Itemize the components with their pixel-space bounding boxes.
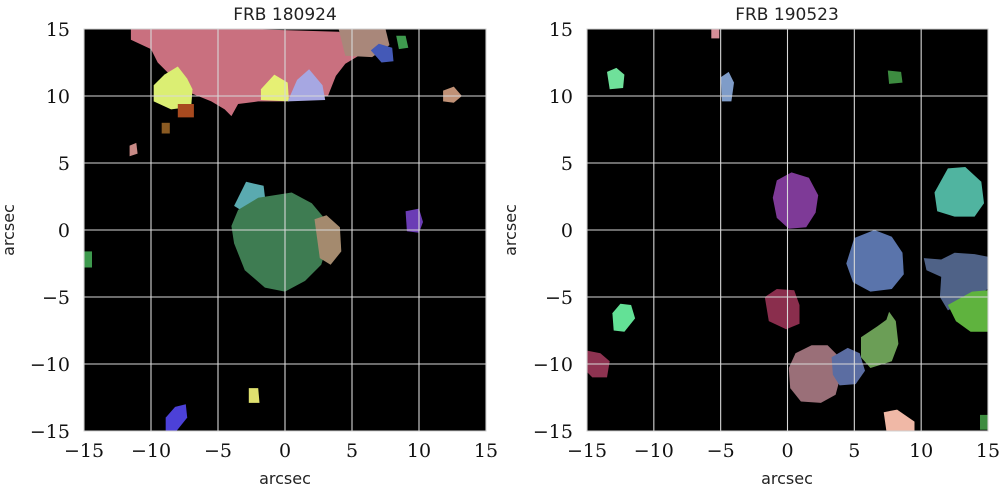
segment-mint-source-top-left (607, 67, 625, 90)
x-tick-labels: −15 −10 −5 0 5 10 15 (567, 440, 1000, 462)
x-tick-label: −5 (204, 440, 232, 462)
plot-frame (586, 28, 989, 432)
segment-green-speck-top-right (887, 70, 903, 84)
x-tick-label: 15 (474, 440, 498, 462)
panel-frb-190523: FRB 190523 −15 −10 −5 0 5 10 15 −15 −10 −5 0 5 10 15… (501, 5, 1000, 488)
y-tick-label: −10 (30, 354, 70, 376)
x-tick-label: 0 (781, 440, 793, 462)
segment-blue-source-top-right (370, 43, 394, 63)
x-tick-label: −5 (707, 440, 735, 462)
y-tick-label: −10 (533, 354, 573, 376)
segment-blue-source-bottom (165, 404, 188, 431)
y-tick-label: 5 (58, 153, 70, 175)
y-tick-labels: −15 −10 −5 0 5 10 15 (30, 19, 70, 443)
segment-tiny-brown-source (161, 122, 170, 134)
segment-blue-grey-source-top (720, 71, 734, 102)
segment-rosy-brown-source (788, 345, 841, 403)
y-tick-label: 15 (549, 19, 573, 41)
y-tick-label: 0 (58, 220, 70, 242)
segment-slate-blue-source-small (831, 347, 865, 386)
plot-frame (83, 28, 487, 432)
x-tick-label: 10 (407, 440, 431, 462)
segment-tan-source-beside-host (314, 215, 342, 265)
y-tick-labels: −15 −10 −5 0 5 10 15 (533, 19, 573, 443)
x-tick-label: 0 (279, 440, 291, 462)
y-tick-label: 10 (549, 86, 573, 108)
x-tick-label: −15 (64, 440, 104, 462)
x-tick-labels: −15 −10 −5 0 5 10 15 (64, 440, 498, 462)
y-tick-label: −5 (42, 287, 70, 309)
y-tick-label: −5 (545, 287, 573, 309)
x-tick-label: 5 (346, 440, 358, 462)
segment-teal-source-right (934, 167, 984, 217)
segment-yellow-green-source (153, 66, 193, 110)
y-tick-label: 10 (46, 86, 70, 108)
y-tick-label: 0 (561, 220, 573, 242)
x-tick-label: 5 (848, 440, 860, 462)
segment-pink-speck-top (711, 29, 720, 39)
segments-layer (587, 29, 988, 431)
y-tick-label: 15 (46, 19, 70, 41)
segment-brown-source (177, 104, 194, 118)
segment-purple-source-center (772, 172, 819, 229)
segment-lavender-source (287, 69, 326, 102)
y-tick-label: 5 (561, 153, 573, 175)
x-axis-label: arcsec (259, 469, 311, 488)
segment-olive-green-source (861, 311, 899, 368)
y-axis-label: arcsec (501, 204, 520, 256)
segment-yellow-source-bottom (248, 388, 260, 403)
x-tick-label: −10 (634, 440, 674, 462)
x-tick-label: −10 (131, 440, 171, 462)
segment-mint-source-left (612, 303, 636, 332)
segments-layer (84, 29, 462, 431)
segment-host-galaxy-green (231, 192, 328, 292)
segment-green-source-small (396, 35, 409, 50)
panel-frb-180924: FRB 180924 −15 −10 −5 0 5 10 15 −15 −10 −5 0 5 10 15… (0, 5, 498, 488)
segment-maroon-source (764, 289, 800, 330)
segment-green-source-far-right (947, 290, 988, 332)
x-tick-label: −15 (567, 440, 607, 462)
segment-beige-source-right (443, 86, 462, 103)
segment-pink-speck-left (129, 142, 138, 157)
segment-yellow-source-center (260, 74, 289, 102)
x-axis-label: arcsec (761, 469, 813, 488)
panel-title: FRB 190523 (735, 5, 839, 25)
panel-title: FRB 180924 (233, 5, 337, 25)
y-axis-label: arcsec (0, 204, 18, 256)
y-tick-label: −15 (533, 421, 573, 443)
segment-blue-source-center-right (846, 230, 904, 292)
segment-green-speck-bottom-right (980, 414, 988, 430)
y-tick-label: −15 (30, 421, 70, 443)
x-tick-label: 10 (909, 440, 933, 462)
x-tick-label: 15 (976, 440, 1000, 462)
segment-green-speck-left (84, 251, 92, 268)
segment-salmon-source-bottom (883, 409, 915, 431)
